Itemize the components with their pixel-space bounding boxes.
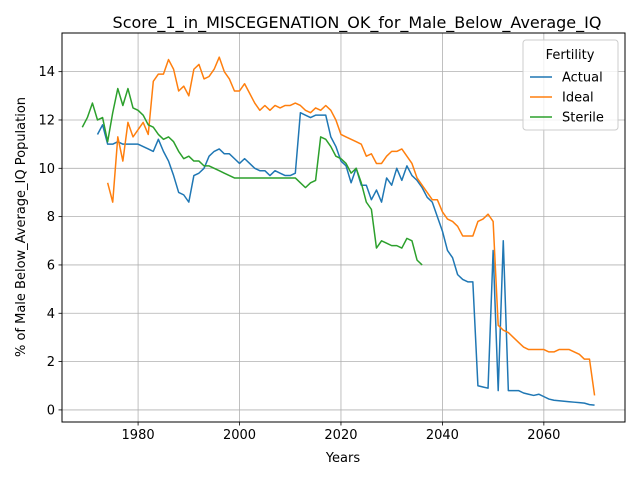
y-tick-label: 10 (38, 162, 55, 177)
y-axis-label: % of Male Below_Average_IQ Population (14, 97, 29, 357)
x-tick-label: 2000 (223, 428, 256, 443)
y-tick-label: 12 (38, 113, 55, 128)
legend-title: Fertility (546, 48, 595, 63)
legend-label-ideal: Ideal (562, 91, 594, 106)
legend-label-sterile: Sterile (562, 111, 604, 126)
grid (62, 33, 625, 422)
y-tick-label: 6 (47, 258, 55, 273)
chart-title: Score_1_in_MISCEGENATION_OK_for_Male_Bel… (113, 13, 602, 33)
y-tick-label: 8 (47, 210, 55, 225)
x-tick-label: 2060 (527, 428, 560, 443)
legend-label-actual: Actual (562, 71, 603, 86)
y-axis-ticks: 0 2 4 6 8 10 12 14 (38, 65, 62, 418)
legend-items: Actual Ideal Sterile (530, 71, 604, 126)
y-tick-label: 4 (47, 307, 55, 322)
series-line-sterile (81, 87, 423, 266)
y-tick-label: 2 (47, 355, 55, 370)
series-layer (81, 56, 596, 406)
y-tick-label: 0 (47, 403, 55, 418)
x-axis-label: Years (325, 451, 361, 466)
series-line-ideal (106, 56, 596, 396)
plot-area-frame (61, 32, 626, 423)
y-tick-label: 14 (38, 65, 55, 80)
x-tick-label: 2040 (426, 428, 459, 443)
series-line-actual (96, 111, 595, 406)
legend: Fertility Actual Ideal Sterile (522, 39, 619, 131)
x-tick-label: 2020 (324, 428, 357, 443)
x-axis-ticks: 1980 2000 2020 2040 2060 (122, 422, 560, 443)
legend-box (522, 39, 619, 131)
x-tick-label: 1980 (122, 428, 155, 443)
